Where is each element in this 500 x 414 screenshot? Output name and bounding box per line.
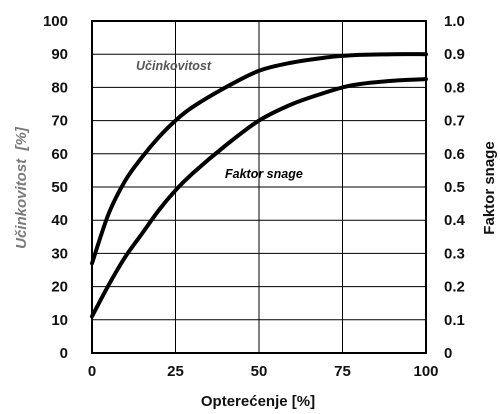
efficiency-curve-label: Učinkovitost — [136, 59, 212, 73]
power-factor-curve-label: Faktor snage — [225, 167, 303, 181]
plot-frame — [91, 20, 427, 354]
left-tick-label-7: 70 — [51, 113, 68, 130]
series-line-0 — [90, 52, 428, 266]
left-tick-label-8: 80 — [51, 79, 68, 96]
right-tick-label-6: 0.6 — [444, 146, 465, 163]
x-tick-label-3: 75 — [334, 363, 351, 380]
right-tick-label-7: 0.7 — [444, 113, 465, 130]
right-tick-label-5: 0.5 — [444, 179, 465, 196]
right-tick-label-0: 0 — [444, 345, 452, 362]
right-tick-label-9: 0.9 — [444, 46, 465, 63]
x-axis-label: Opterećenje [%] — [201, 393, 315, 410]
left-tick-labels: 0 10 20 30 40 50 60 70 80 90 100 — [43, 13, 68, 362]
x-tick-label-1: 25 — [167, 363, 184, 380]
left-tick-label-5: 50 — [51, 179, 68, 196]
series-line-1 — [90, 77, 428, 319]
right-tick-label-10: 1.0 — [444, 13, 465, 30]
left-tick-label-0: 0 — [60, 345, 68, 362]
curves — [90, 52, 428, 319]
right-y-axis-label: Faktor snage — [481, 141, 498, 234]
right-tick-label-4: 0.4 — [444, 212, 466, 229]
left-tick-label-1: 10 — [51, 312, 68, 329]
right-tick-labels: 0 0.1 0.2 0.3 0.4 0.5 0.6 0.7 0.8 0.9 1.0 — [444, 13, 466, 362]
left-y-axis-label: Učinkovitost [%] — [13, 126, 30, 249]
x-tick-label-2: 50 — [251, 363, 268, 380]
x-tick-label-0: 0 — [88, 363, 96, 380]
left-tick-label-6: 60 — [51, 146, 68, 163]
right-tick-label-2: 0.2 — [444, 279, 465, 296]
left-tick-label-9: 90 — [51, 46, 68, 63]
left-tick-label-4: 40 — [51, 212, 68, 229]
x-tick-labels: 0 25 50 75 100 — [88, 363, 439, 380]
right-tick-label-3: 0.3 — [444, 245, 465, 262]
left-tick-label-2: 20 — [51, 279, 68, 296]
left-tick-label-3: 30 — [51, 245, 68, 262]
x-tick-label-4: 100 — [413, 363, 438, 380]
left-tick-label-10: 100 — [43, 13, 68, 30]
right-tick-label-1: 0.1 — [444, 312, 465, 329]
right-tick-label-8: 0.8 — [444, 79, 465, 96]
